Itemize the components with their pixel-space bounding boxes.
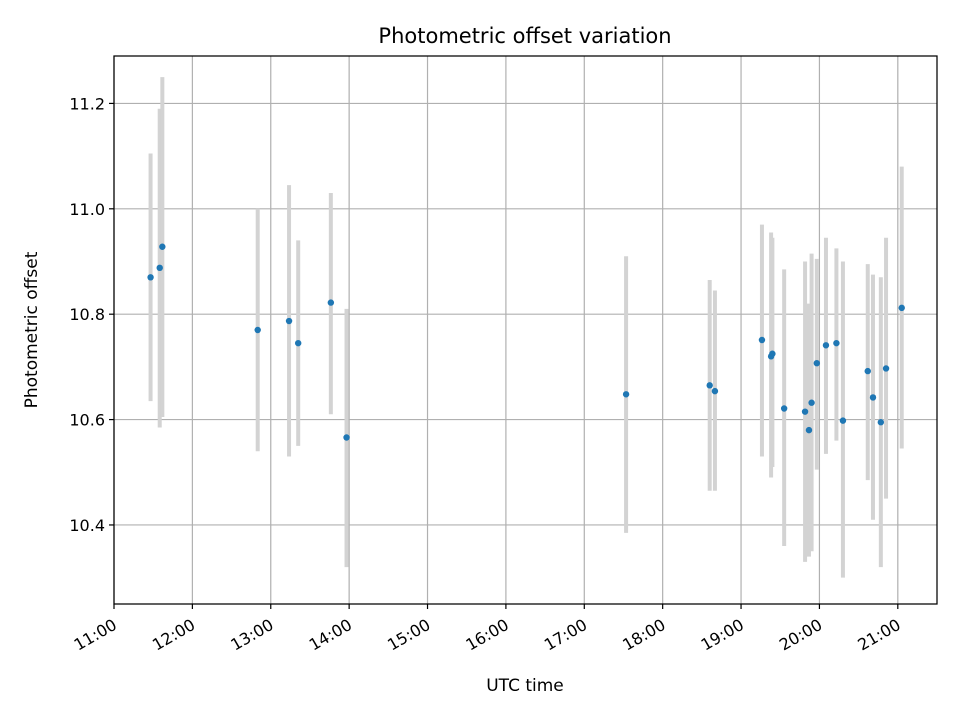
data-point [869,394,877,401]
data-point [159,243,166,250]
data-point [327,299,335,306]
data-point [780,405,788,412]
data-point [801,408,809,415]
data-point [156,264,163,272]
data-points [147,243,905,441]
data-point [833,339,840,347]
data-point [839,417,847,424]
x-axis-title: UTC time [486,676,564,696]
data-point [706,382,713,389]
data-point [808,399,815,406]
y-tick-label: 10.4 [69,516,105,535]
data-point [147,274,154,281]
plot-frame [113,55,938,605]
data-point [813,359,821,367]
grid-lines [113,56,937,604]
data-point [877,419,885,426]
data-point [758,336,766,344]
data-point [898,304,905,312]
y-tick-label: 10.8 [69,305,105,324]
data-point [285,317,293,325]
y-axis-title: Photometric offset [22,251,42,408]
data-point [882,365,890,372]
data-point [254,326,261,334]
y-tick-label: 11.2 [69,94,105,113]
data-point [294,339,302,347]
data-point [805,426,813,434]
data-point [711,387,719,395]
y-tick-label: 11.0 [69,200,105,219]
y-axis-ticks: 10.4 10.6 10.8 11.0 11.2 [69,94,114,535]
data-point [822,342,830,349]
data-point [864,367,871,375]
data-point [769,350,776,357]
chart-title: Photometric offset variation [378,24,671,48]
data-point [343,434,350,441]
data-point [622,391,630,398]
y-tick-label: 10.6 [69,411,105,430]
